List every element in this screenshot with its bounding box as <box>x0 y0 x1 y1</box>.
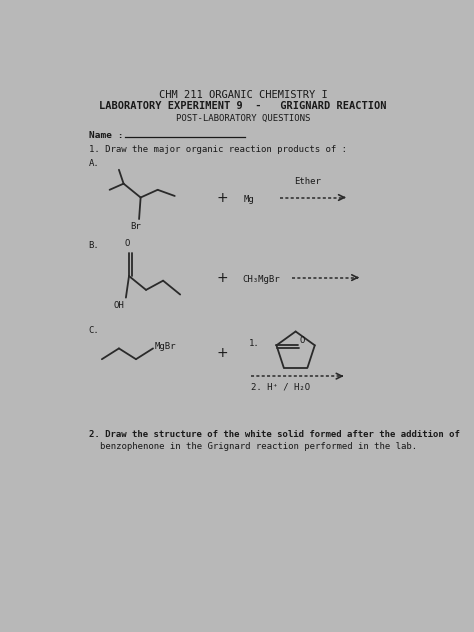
Text: C.: C. <box>89 326 100 335</box>
Text: Ether: Ether <box>294 177 321 186</box>
Text: +: + <box>216 270 228 284</box>
Text: B.: B. <box>89 241 100 250</box>
Text: O: O <box>125 240 130 248</box>
Text: 1. Draw the major organic reaction products of :: 1. Draw the major organic reaction produ… <box>89 145 346 154</box>
Text: O: O <box>300 336 305 345</box>
Text: 1.: 1. <box>249 339 260 348</box>
Text: OH: OH <box>113 301 124 310</box>
Text: 2. Draw the structure of the white solid formed after the addition of: 2. Draw the structure of the white solid… <box>89 430 460 439</box>
Text: benzophenone in the Grignard reaction performed in the lab.: benzophenone in the Grignard reaction pe… <box>100 442 417 451</box>
Text: Name :: Name : <box>89 131 123 140</box>
Text: CHM 211 ORGANIC CHEMISTRY I: CHM 211 ORGANIC CHEMISTRY I <box>158 90 328 100</box>
Text: LABORATORY EXPERIMENT 9  -   GRIGNARD REACTION: LABORATORY EXPERIMENT 9 - GRIGNARD REACT… <box>99 101 387 111</box>
Text: Mg: Mg <box>244 195 255 204</box>
Text: MgBr: MgBr <box>155 343 176 351</box>
Text: POST-LABORATORY QUESTIONS: POST-LABORATORY QUESTIONS <box>176 114 310 123</box>
Text: Br: Br <box>130 222 140 231</box>
Text: 2. H⁺ / H₂O: 2. H⁺ / H₂O <box>251 382 310 391</box>
Text: A.: A. <box>89 159 100 168</box>
Text: +: + <box>216 346 228 360</box>
Text: +: + <box>216 190 228 205</box>
Text: CH₃MgBr: CH₃MgBr <box>242 275 280 284</box>
